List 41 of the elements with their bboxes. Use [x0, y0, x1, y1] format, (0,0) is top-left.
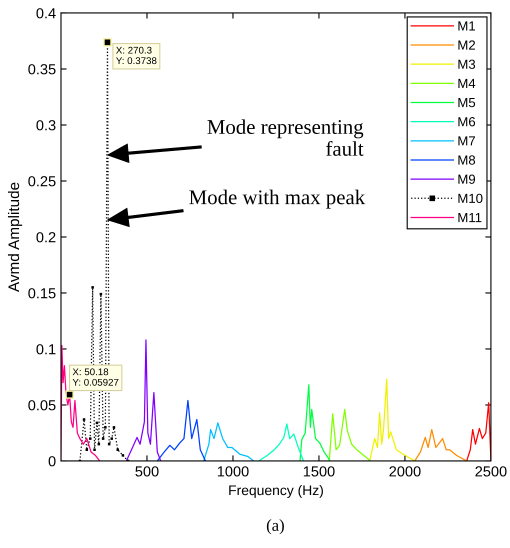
legend-label: M1: [458, 21, 476, 30]
y-tick-label: 0.25: [28, 176, 56, 186]
x-axis-title: Frequency (Hz): [229, 484, 323, 498]
annotation: Mode representing fault: [207, 119, 364, 156]
y-tick-label: 0.3: [36, 120, 56, 130]
annotation: Mode with max peak: [189, 190, 366, 209]
legend-label: M5: [458, 98, 476, 108]
legend-label: M6: [458, 117, 476, 126]
text: (a): [266, 519, 284, 534]
line-series: [414, 428, 468, 461]
y-tick-label: 0.05: [28, 400, 56, 410]
y-tick-label: 0.1: [36, 344, 56, 354]
y-tick-label: 0.35: [28, 64, 56, 74]
legend-label: M3: [458, 60, 476, 69]
legend-label: M7: [458, 136, 476, 146]
line-series: [299, 384, 331, 461]
x-tick-label: 1000: [218, 466, 249, 477]
line-series: [466, 402, 491, 461]
x-tick-label: 2000: [389, 466, 421, 477]
line-series: [203, 422, 254, 461]
legend-label: M11: [458, 212, 482, 222]
y-tick-label: 0.15: [28, 288, 56, 298]
legend-label: M9: [458, 174, 476, 184]
legend-label: M2: [458, 40, 476, 50]
annotation: X: 50.18 Y: 0.05927: [72, 368, 118, 386]
line-series: [156, 400, 206, 461]
annotation: X: 270.3 Y: 0.3738: [116, 46, 156, 64]
y-tick-label: 0.2: [36, 232, 56, 242]
x-tick-label: 1500: [304, 466, 335, 477]
x-tick-label: 2500: [475, 466, 507, 477]
y-tick-label: 0.4: [36, 8, 56, 18]
x-tick-label: 500: [135, 466, 159, 477]
legend-label: M8: [458, 155, 476, 165]
legend-label: M10: [458, 194, 482, 204]
line-series: [258, 423, 304, 461]
legend-label: M4: [458, 78, 476, 88]
line-series: [126, 339, 162, 461]
line-series: [328, 408, 372, 461]
y-axis-title: Avmd Amplitude: [8, 182, 22, 292]
y-tick-label: 0: [48, 456, 56, 466]
line-series: [369, 378, 416, 461]
